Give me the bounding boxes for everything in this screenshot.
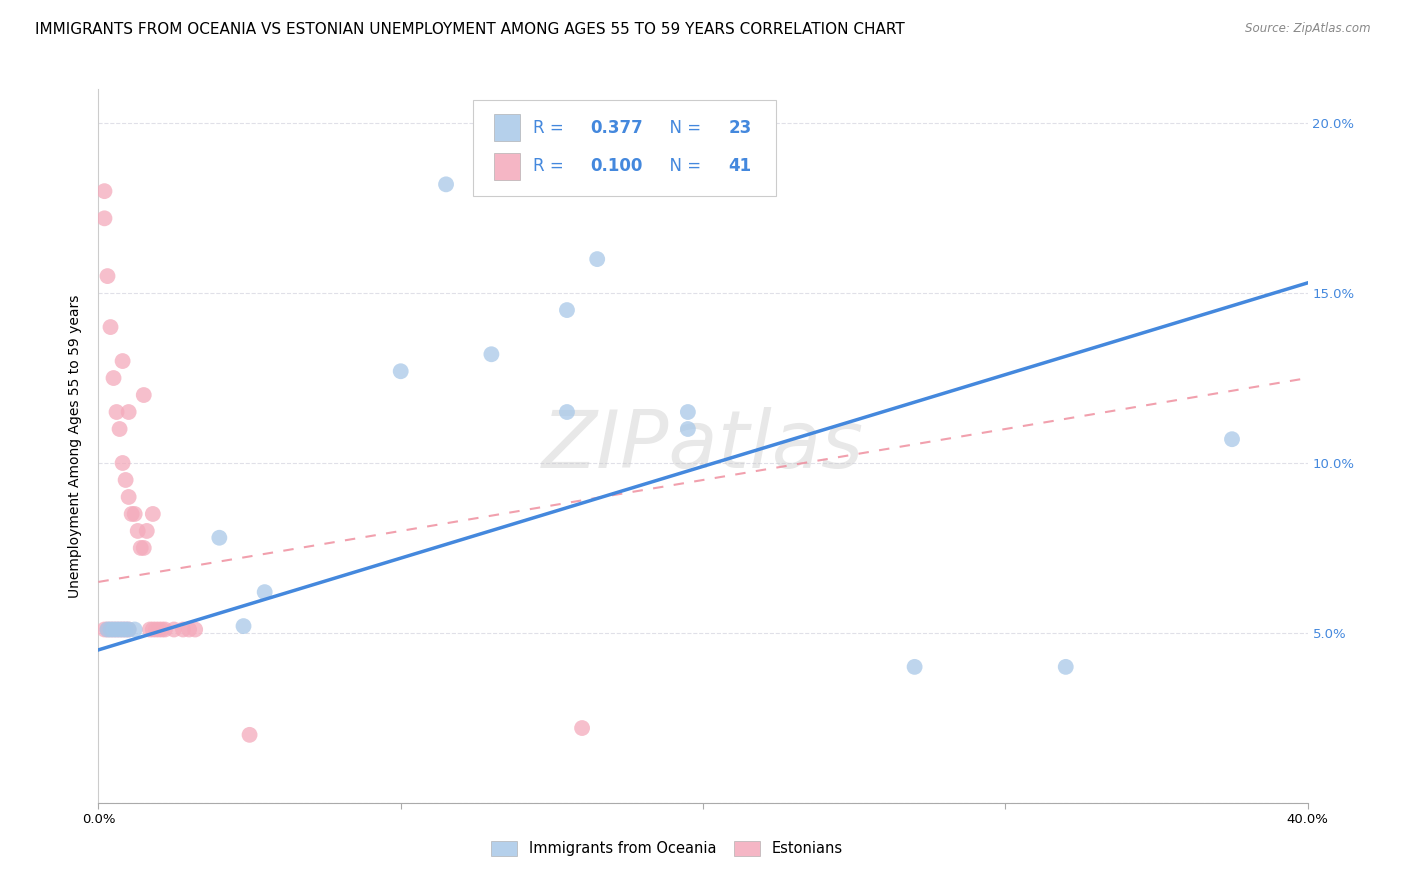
Point	[208, 531, 231, 545]
Point	[96, 269, 118, 284]
Point	[100, 320, 122, 334]
Point	[103, 371, 125, 385]
Point	[904, 660, 927, 674]
Point	[114, 623, 136, 637]
Text: 0.377: 0.377	[591, 119, 644, 136]
Point	[93, 623, 115, 637]
Point	[103, 623, 125, 637]
Point	[232, 619, 254, 633]
Point	[105, 623, 128, 637]
Point	[142, 623, 165, 637]
Point	[111, 354, 134, 368]
Point	[103, 623, 125, 637]
Point	[132, 388, 155, 402]
Point	[555, 303, 578, 318]
FancyBboxPatch shape	[474, 100, 776, 196]
Point	[148, 623, 170, 637]
Text: R =: R =	[533, 157, 568, 175]
FancyBboxPatch shape	[494, 114, 520, 141]
Text: IMMIGRANTS FROM OCEANIA VS ESTONIAN UNEMPLOYMENT AMONG AGES 55 TO 59 YEARS CORRE: IMMIGRANTS FROM OCEANIA VS ESTONIAN UNEM…	[35, 22, 905, 37]
Point	[571, 721, 593, 735]
Text: N =: N =	[659, 157, 707, 175]
Text: 23: 23	[728, 119, 752, 136]
Point	[135, 524, 157, 538]
Point	[111, 623, 134, 637]
Point	[163, 623, 186, 637]
Point	[114, 473, 136, 487]
Text: Source: ZipAtlas.com: Source: ZipAtlas.com	[1246, 22, 1371, 36]
Point	[118, 490, 141, 504]
Point	[100, 623, 122, 637]
Text: 41: 41	[728, 157, 752, 175]
Text: 0.100: 0.100	[591, 157, 643, 175]
Text: ZIPatlas: ZIPatlas	[541, 407, 865, 485]
Point	[150, 623, 173, 637]
Point	[114, 623, 136, 637]
Legend: Immigrants from Oceania, Estonians: Immigrants from Oceania, Estonians	[484, 833, 851, 863]
Point	[129, 541, 152, 555]
Point	[124, 623, 146, 637]
Point	[108, 422, 131, 436]
Point	[239, 728, 262, 742]
Point	[105, 623, 128, 637]
Point	[1054, 660, 1077, 674]
Text: R =: R =	[533, 119, 568, 136]
Point	[184, 623, 207, 637]
Text: N =: N =	[659, 119, 707, 136]
Point	[142, 507, 165, 521]
Point	[132, 541, 155, 555]
Point	[253, 585, 276, 599]
Point	[153, 623, 176, 637]
Point	[93, 184, 115, 198]
Point	[179, 623, 201, 637]
Point	[145, 623, 167, 637]
Point	[108, 623, 131, 637]
Point	[100, 623, 122, 637]
Point	[118, 623, 141, 637]
Point	[96, 623, 118, 637]
Point	[96, 623, 118, 637]
Point	[111, 456, 134, 470]
Point	[434, 178, 457, 192]
Point	[481, 347, 503, 361]
Point	[118, 623, 141, 637]
Point	[1220, 432, 1243, 446]
Point	[172, 623, 194, 637]
FancyBboxPatch shape	[494, 153, 520, 180]
Point	[127, 524, 149, 538]
Point	[586, 252, 609, 266]
Point	[389, 364, 412, 378]
Point	[108, 623, 131, 637]
Point	[555, 405, 578, 419]
Point	[121, 507, 143, 521]
Point	[676, 405, 699, 419]
Point	[676, 422, 699, 436]
Point	[118, 405, 141, 419]
Y-axis label: Unemployment Among Ages 55 to 59 years: Unemployment Among Ages 55 to 59 years	[69, 294, 83, 598]
Point	[124, 507, 146, 521]
Point	[111, 623, 134, 637]
Point	[139, 623, 162, 637]
Point	[93, 211, 115, 226]
Point	[105, 405, 128, 419]
